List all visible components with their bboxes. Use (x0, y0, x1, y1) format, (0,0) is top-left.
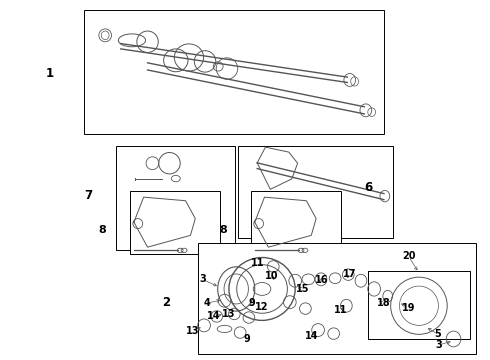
Text: 4: 4 (204, 298, 210, 308)
Text: 11: 11 (251, 258, 265, 268)
Text: 15: 15 (296, 284, 309, 294)
Text: 3: 3 (199, 274, 206, 284)
Text: 20: 20 (402, 251, 416, 261)
Text: 11: 11 (334, 305, 347, 315)
Text: 8: 8 (99, 225, 107, 235)
Text: 18: 18 (377, 298, 391, 308)
Text: 1: 1 (46, 67, 54, 80)
Text: 9: 9 (244, 334, 250, 344)
Text: 6: 6 (364, 181, 372, 194)
Text: 9: 9 (249, 298, 256, 308)
Text: 7: 7 (84, 189, 92, 202)
Text: 19: 19 (401, 302, 415, 312)
Text: 16: 16 (315, 275, 328, 285)
Text: 14: 14 (304, 331, 318, 341)
Text: 8: 8 (219, 225, 227, 235)
Bar (84, 10, 384, 134)
Text: 13: 13 (221, 309, 235, 319)
Bar (238, 146, 393, 238)
Text: 14: 14 (207, 311, 220, 321)
Bar (251, 191, 341, 254)
Text: 3: 3 (435, 340, 442, 350)
Text: 13: 13 (186, 326, 199, 336)
Text: 5: 5 (435, 329, 441, 339)
Bar (130, 191, 220, 254)
Text: 12: 12 (255, 302, 269, 312)
Text: 2: 2 (162, 296, 170, 309)
Bar (116, 146, 235, 249)
Text: 17: 17 (343, 269, 357, 279)
Bar (198, 243, 476, 354)
Text: 10: 10 (265, 271, 278, 281)
